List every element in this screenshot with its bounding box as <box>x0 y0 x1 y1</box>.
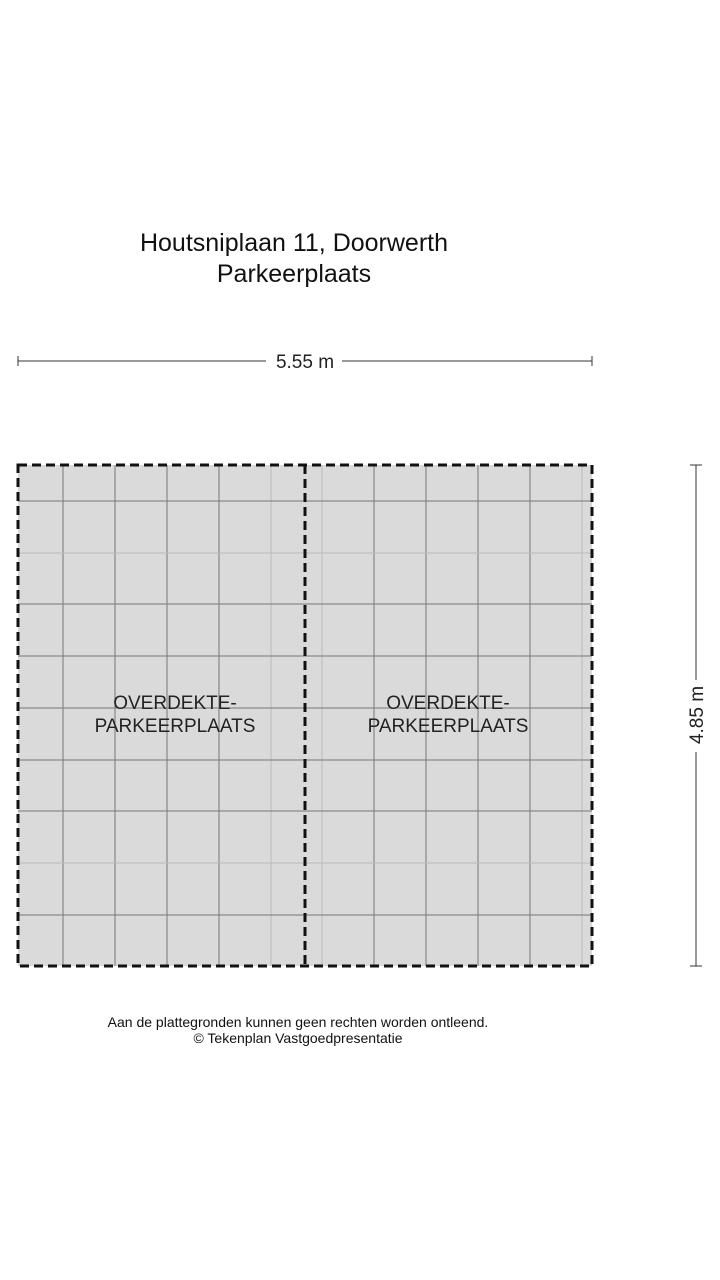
carport-outline <box>16 463 594 968</box>
height-label: 4.85 m <box>687 686 708 744</box>
width-label: 5.55 m <box>276 352 334 373</box>
room-label-line1: OVERDEKTE- <box>113 693 237 714</box>
plan-address-title: Houtsniplaan 11, Doorwerth <box>139 229 449 257</box>
room-right: OVERDEKTE- PARKEERPLAATS <box>368 693 529 737</box>
room-label-line2: PARKEERPLAATS <box>95 716 256 737</box>
plan-floor-title: Parkeerplaats <box>216 260 372 288</box>
disclaimer-text: Aan de plattegronden kunnen geen rechten… <box>107 1014 489 1030</box>
height-dimension: 4.85 m <box>687 464 708 967</box>
room-label-line1: OVERDEKTE- <box>386 693 510 714</box>
copyright-text: © Tekenplan Vastgoedpresentatie <box>193 1030 403 1046</box>
room-left: OVERDEKTE- PARKEERPLAATS <box>95 693 256 737</box>
room-label-line2: PARKEERPLAATS <box>368 716 529 737</box>
width-dimension: 5.55 m <box>17 352 593 373</box>
floor-area <box>18 465 592 966</box>
